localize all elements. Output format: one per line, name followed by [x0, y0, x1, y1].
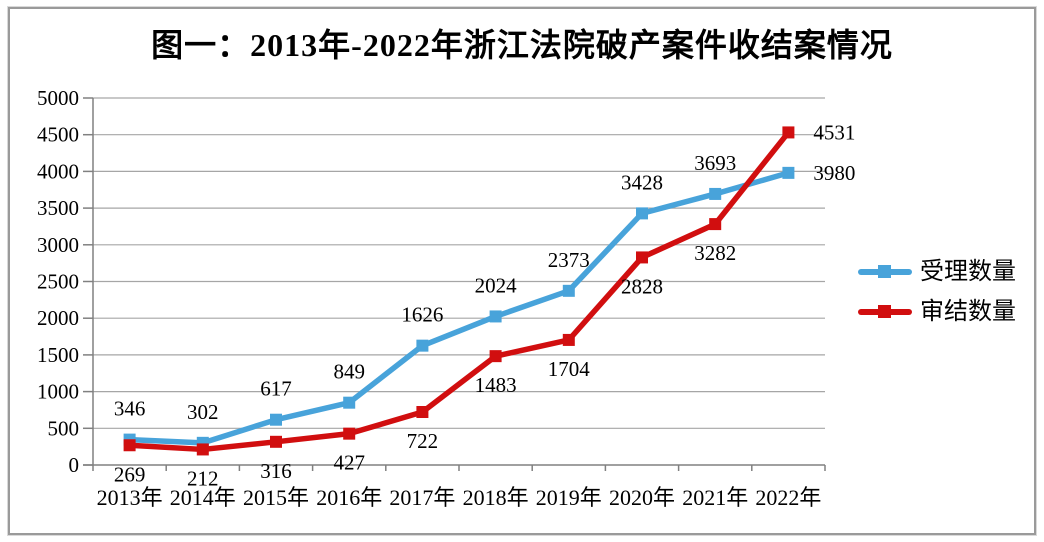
- svg-text:427: 427: [333, 451, 365, 475]
- svg-text:346: 346: [114, 397, 146, 421]
- svg-text:316: 316: [260, 459, 292, 483]
- svg-text:849: 849: [333, 360, 365, 384]
- svg-text:3500: 3500: [37, 196, 79, 220]
- svg-text:2018年: 2018年: [463, 485, 529, 510]
- svg-text:2021年: 2021年: [682, 485, 748, 510]
- svg-text:2016年: 2016年: [316, 485, 382, 510]
- svg-text:1704: 1704: [548, 357, 591, 381]
- svg-text:2373: 2373: [548, 248, 590, 272]
- svg-text:0: 0: [69, 453, 80, 477]
- svg-text:3000: 3000: [37, 233, 79, 257]
- svg-text:2500: 2500: [37, 270, 79, 294]
- chart-title: 图一：2013年-2022年浙江法院破产案件收结案情况: [151, 27, 893, 63]
- legend-label-accepted: 受理数量: [920, 259, 1016, 285]
- svg-text:2000: 2000: [37, 306, 79, 330]
- svg-text:1000: 1000: [37, 380, 79, 404]
- svg-text:2024: 2024: [475, 273, 518, 297]
- svg-text:269: 269: [114, 462, 146, 486]
- legend-item-concluded: 审结数量: [858, 292, 1016, 332]
- svg-text:2014年: 2014年: [170, 485, 236, 510]
- svg-text:4531: 4531: [813, 120, 855, 144]
- svg-text:4000: 4000: [37, 159, 79, 183]
- legend-item-accepted: 受理数量: [858, 252, 1016, 292]
- svg-text:5000: 5000: [37, 86, 79, 110]
- svg-text:4500: 4500: [37, 123, 79, 147]
- svg-text:2828: 2828: [621, 274, 663, 298]
- svg-text:1626: 1626: [401, 303, 443, 327]
- svg-text:1483: 1483: [475, 373, 517, 397]
- svg-text:2017年: 2017年: [389, 485, 455, 510]
- legend-label-concluded: 审结数量: [920, 299, 1016, 325]
- svg-text:617: 617: [260, 377, 292, 401]
- svg-text:2019年: 2019年: [536, 485, 602, 510]
- svg-text:302: 302: [187, 400, 219, 424]
- svg-text:2020年: 2020年: [609, 485, 675, 510]
- legend-line-blue: [858, 265, 912, 278]
- svg-text:3282: 3282: [694, 241, 736, 265]
- svg-text:3693: 3693: [694, 151, 736, 175]
- svg-text:722: 722: [407, 429, 439, 453]
- svg-text:2022年: 2022年: [755, 485, 821, 510]
- legend-square-marker-blue: [878, 265, 891, 278]
- svg-text:3428: 3428: [621, 170, 663, 194]
- svg-text:2013年: 2013年: [97, 485, 163, 510]
- legend: 受理数量 审结数量: [858, 252, 1016, 332]
- svg-text:3980: 3980: [813, 161, 855, 185]
- legend-line-red: [858, 305, 912, 318]
- svg-text:212: 212: [187, 466, 219, 490]
- legend-square-marker-red: [878, 305, 891, 318]
- svg-text:2015年: 2015年: [243, 485, 309, 510]
- svg-text:500: 500: [48, 416, 80, 440]
- svg-text:1500: 1500: [37, 343, 79, 367]
